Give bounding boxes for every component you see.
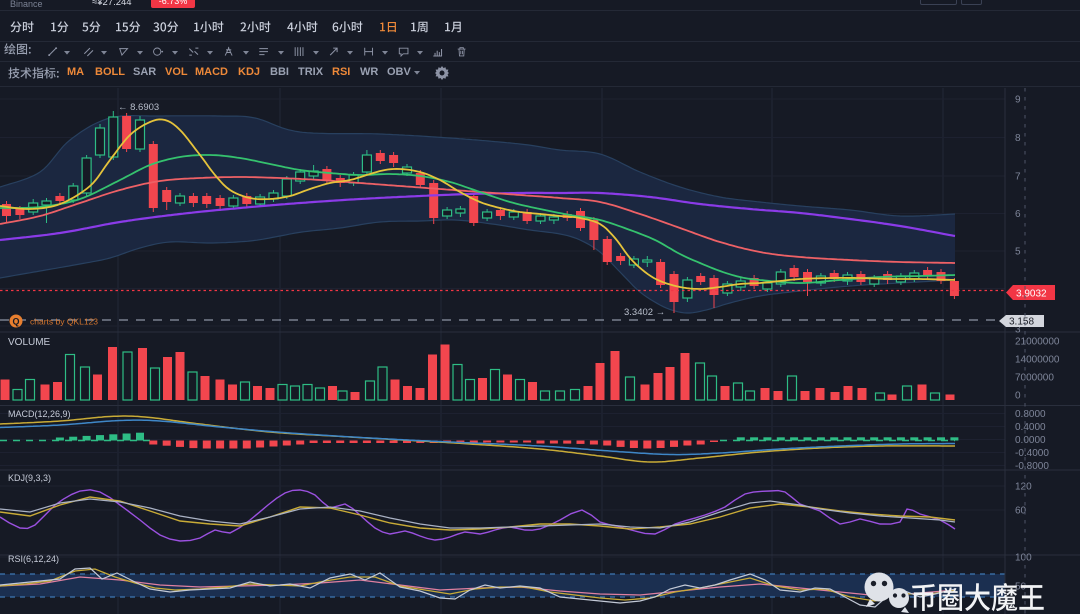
svg-text:9: 9 bbox=[1015, 95, 1021, 106]
svg-text:7000000: 7000000 bbox=[1015, 373, 1054, 384]
svg-text:MACD(12,26,9): MACD(12,26,9) bbox=[8, 409, 71, 419]
svg-text:0.8000: 0.8000 bbox=[1015, 409, 1046, 420]
svg-text:3.158: 3.158 bbox=[1009, 317, 1034, 328]
svg-text:21000000: 21000000 bbox=[1015, 337, 1060, 348]
svg-text:3: 3 bbox=[1015, 325, 1021, 336]
svg-text:VOLUME: VOLUME bbox=[8, 337, 51, 348]
svg-text:charts by QKL123: charts by QKL123 bbox=[30, 317, 98, 327]
svg-text:3.3402 →: 3.3402 → bbox=[624, 307, 665, 318]
svg-text:0: 0 bbox=[1015, 391, 1021, 402]
svg-text:Q: Q bbox=[12, 317, 19, 327]
svg-text:5: 5 bbox=[1015, 247, 1021, 258]
svg-text:14000000: 14000000 bbox=[1015, 355, 1060, 366]
svg-text:KDJ(9,3,3): KDJ(9,3,3) bbox=[8, 473, 51, 483]
svg-text:6: 6 bbox=[1015, 209, 1021, 220]
svg-text:120: 120 bbox=[1015, 482, 1032, 493]
svg-text:← 8.6903: ← 8.6903 bbox=[118, 102, 159, 113]
svg-text:0.4000: 0.4000 bbox=[1015, 422, 1046, 433]
svg-text:-0.4000: -0.4000 bbox=[1015, 448, 1049, 459]
svg-text:-0.8000: -0.8000 bbox=[1015, 461, 1049, 472]
svg-text:0.0000: 0.0000 bbox=[1015, 435, 1046, 446]
svg-text:8: 8 bbox=[1015, 133, 1021, 144]
svg-text:100: 100 bbox=[1015, 553, 1032, 564]
svg-text:3.9032: 3.9032 bbox=[1016, 289, 1047, 300]
svg-text:60: 60 bbox=[1015, 506, 1027, 517]
svg-text:7: 7 bbox=[1015, 172, 1021, 183]
svg-text:RSI(6,12,24): RSI(6,12,24) bbox=[8, 554, 59, 564]
